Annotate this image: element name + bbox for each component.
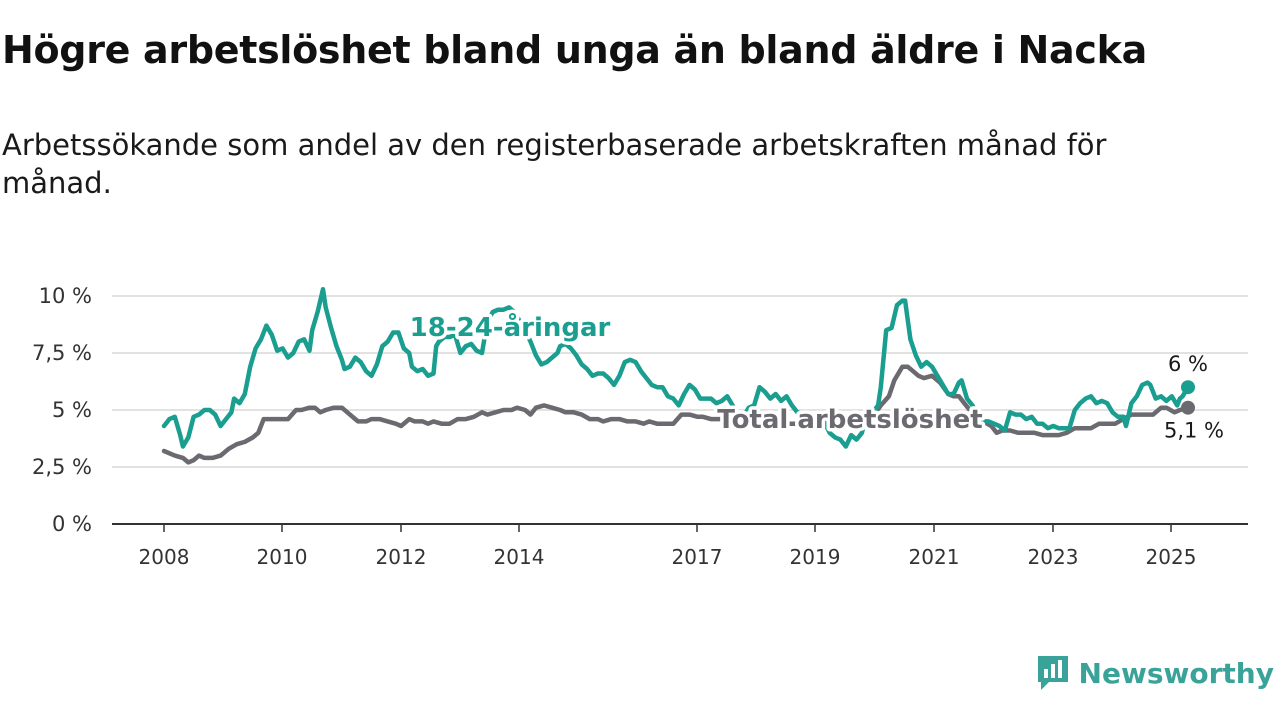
brand-name: Newsworthy bbox=[1078, 656, 1274, 690]
series-label-total: Total arbetslöshet bbox=[717, 405, 982, 435]
y-tick-label: 5 % bbox=[52, 398, 92, 422]
y-tick-label: 7,5 % bbox=[32, 341, 92, 365]
y-tick-label: 2,5 % bbox=[32, 455, 92, 479]
end-label-total: 5,1 % bbox=[1164, 419, 1224, 443]
end-point-youth bbox=[1181, 380, 1195, 395]
series-label-youth: 18-24-åringar bbox=[410, 311, 611, 343]
newsworthy-logo: Newsworthy bbox=[1035, 654, 1274, 692]
end-label-youth: 6 % bbox=[1168, 352, 1208, 376]
newsworthy-logo-icon bbox=[1037, 656, 1068, 690]
series-labels: 18-24-åringar Total arbetslöshet 6 % 5,1 % bbox=[406, 308, 1224, 443]
end-point-total bbox=[1181, 400, 1195, 415]
chart-subtitle: Arbetssökande som andel av den registerb… bbox=[2, 128, 1107, 200]
x-tick-label: 2017 bbox=[672, 545, 723, 569]
x-axis: 2008 2010 2012 2014 2017 2019 2021 2023 2025 bbox=[112, 523, 1248, 569]
x-tick-label: 2019 bbox=[790, 545, 841, 569]
y-tick-label: 0 % bbox=[52, 512, 92, 536]
x-tick-label: 2025 bbox=[1146, 545, 1197, 569]
x-tick-label: 2021 bbox=[909, 545, 960, 569]
chart-title: Högre arbetslöshet bland unga än bland ä… bbox=[2, 28, 1147, 72]
series-line-youth bbox=[161, 286, 1191, 449]
y-tick-label: 10 % bbox=[39, 284, 92, 308]
y-axis: 0 % 2,5 % 5 % 7,5 % 10 % bbox=[32, 284, 92, 536]
x-tick-label: 2010 bbox=[257, 545, 308, 569]
series-layer bbox=[161, 286, 1191, 465]
series-line-total bbox=[161, 364, 1191, 465]
x-tick-label: 2008 bbox=[139, 545, 190, 569]
x-tick-label: 2023 bbox=[1028, 545, 1079, 569]
grid bbox=[112, 295, 1248, 468]
x-tick-label: 2014 bbox=[494, 545, 545, 569]
x-tick-label: 2012 bbox=[376, 545, 427, 569]
